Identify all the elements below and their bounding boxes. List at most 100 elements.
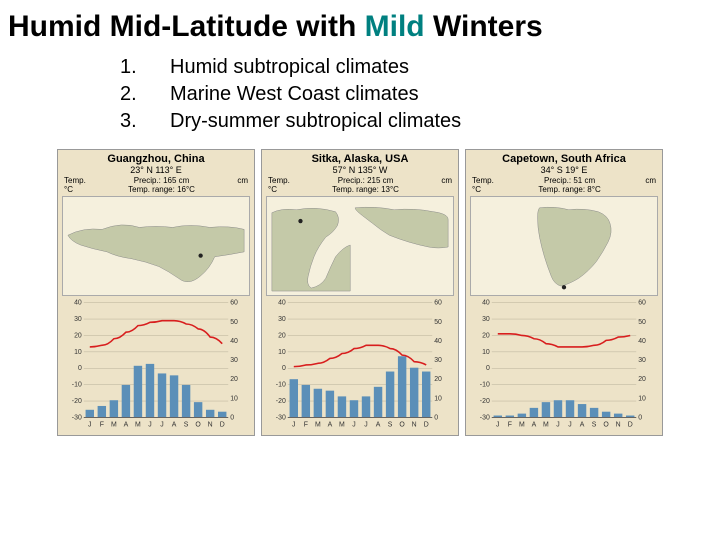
climate-list: 1. Humid subtropical climates 2. Marine … xyxy=(120,54,720,135)
svg-text:20: 20 xyxy=(482,332,490,339)
svg-text:M: M xyxy=(111,421,117,428)
svg-text:0: 0 xyxy=(78,365,82,372)
panel-title: Capetown, South Africa xyxy=(468,153,660,165)
climograph-panel-2: Capetown, South Africa34° S 19° ETemp.°C… xyxy=(465,149,663,436)
svg-text:60: 60 xyxy=(434,300,442,307)
svg-text:0: 0 xyxy=(486,365,490,372)
svg-text:D: D xyxy=(220,421,225,428)
svg-text:40: 40 xyxy=(638,338,646,345)
svg-text:J: J xyxy=(364,421,367,428)
svg-text:30: 30 xyxy=(434,357,442,364)
svg-text:10: 10 xyxy=(482,349,490,356)
precip-bar xyxy=(362,396,370,417)
panel-summary: Precip.: 165 cmTemp. range: 16°C xyxy=(128,176,195,194)
precip-bar xyxy=(194,402,202,417)
svg-text:N: N xyxy=(616,421,621,428)
list-number: 2. xyxy=(120,81,142,108)
svg-text:J: J xyxy=(292,421,295,428)
list-number: 3. xyxy=(120,108,142,135)
svg-text:M: M xyxy=(339,421,345,428)
page-title: Humid Mid-Latitude with Mild Winters xyxy=(0,0,720,48)
svg-text:50: 50 xyxy=(230,319,238,326)
svg-text:-10: -10 xyxy=(72,382,82,389)
svg-text:-10: -10 xyxy=(276,382,286,389)
svg-text:D: D xyxy=(424,421,429,428)
precip-bar xyxy=(218,412,226,418)
precip-bar xyxy=(518,414,526,418)
location-dot xyxy=(298,219,302,223)
temp-line xyxy=(294,345,426,366)
svg-text:10: 10 xyxy=(74,349,82,356)
precip-axis-label: cm xyxy=(441,176,452,194)
svg-text:M: M xyxy=(543,421,549,428)
svg-text:F: F xyxy=(304,421,308,428)
climograph-panel-1: Sitka, Alaska, USA57° N 135° WTemp.°CPre… xyxy=(261,149,459,436)
svg-text:S: S xyxy=(388,421,393,428)
precip-bar xyxy=(542,402,550,417)
svg-text:A: A xyxy=(532,421,537,428)
precip-axis-label: cm xyxy=(645,176,656,194)
temp-axis-label: Temp.°C xyxy=(472,176,494,194)
svg-text:J: J xyxy=(568,421,571,428)
svg-text:N: N xyxy=(412,421,417,428)
precip-bar xyxy=(566,400,574,417)
precip-bar xyxy=(530,408,538,418)
svg-text:F: F xyxy=(100,421,104,428)
svg-text:20: 20 xyxy=(434,376,442,383)
precip-bar xyxy=(146,364,154,418)
precip-bar xyxy=(134,366,142,418)
svg-text:0: 0 xyxy=(638,414,642,421)
list-text: Marine West Coast climates xyxy=(170,81,419,108)
climograph-chart: -30-20-100102030400102030405060JFMAMJJAS… xyxy=(470,298,658,432)
svg-text:M: M xyxy=(135,421,141,428)
map-inset xyxy=(62,196,250,296)
precip-bar xyxy=(386,372,394,418)
precip-bar xyxy=(98,406,106,417)
svg-text:-30: -30 xyxy=(480,414,490,421)
climograph-chart: -30-20-100102030400102030405060JFMAMJJAS… xyxy=(266,298,454,432)
svg-text:40: 40 xyxy=(230,338,238,345)
svg-text:0: 0 xyxy=(282,365,286,372)
svg-text:O: O xyxy=(195,421,201,428)
precip-bar xyxy=(350,400,358,417)
temp-line xyxy=(498,334,630,347)
precip-bar xyxy=(422,372,430,418)
location-dot xyxy=(562,285,566,289)
svg-text:50: 50 xyxy=(434,319,442,326)
precip-bar xyxy=(110,400,118,417)
precip-bar xyxy=(206,410,214,418)
precip-bar xyxy=(302,385,310,418)
panel-header: Guangzhou, China23° N 113° E xyxy=(58,150,254,176)
svg-text:-30: -30 xyxy=(72,414,82,421)
precip-bar xyxy=(410,368,418,418)
svg-text:10: 10 xyxy=(434,395,442,402)
panel-summary: Precip.: 51 cmTemp. range: 8°C xyxy=(538,176,600,194)
precip-bar xyxy=(182,385,190,418)
svg-text:J: J xyxy=(556,421,559,428)
precip-bar xyxy=(590,408,598,418)
svg-text:40: 40 xyxy=(278,300,286,307)
location-dot xyxy=(198,253,202,257)
svg-text:A: A xyxy=(124,421,129,428)
svg-text:10: 10 xyxy=(278,349,286,356)
svg-text:-10: -10 xyxy=(480,382,490,389)
precip-bar xyxy=(554,400,562,417)
svg-text:30: 30 xyxy=(482,316,490,323)
list-number: 1. xyxy=(120,54,142,81)
svg-text:J: J xyxy=(496,421,499,428)
svg-text:D: D xyxy=(628,421,633,428)
svg-text:J: J xyxy=(88,421,91,428)
list-item: 3. Dry-summer subtropical climates xyxy=(120,108,720,135)
title-part-c: Winters xyxy=(425,10,543,43)
svg-text:30: 30 xyxy=(638,357,646,364)
precip-axis-label: cm xyxy=(237,176,248,194)
svg-text:M: M xyxy=(519,421,525,428)
precip-bar xyxy=(290,379,298,417)
title-accent: Mild xyxy=(365,10,425,43)
svg-text:0: 0 xyxy=(434,414,438,421)
svg-text:0: 0 xyxy=(230,414,234,421)
svg-text:-30: -30 xyxy=(276,414,286,421)
temp-axis-label: Temp.°C xyxy=(268,176,290,194)
panel-coords: 57° N 135° W xyxy=(264,165,456,175)
svg-text:-20: -20 xyxy=(276,398,286,405)
